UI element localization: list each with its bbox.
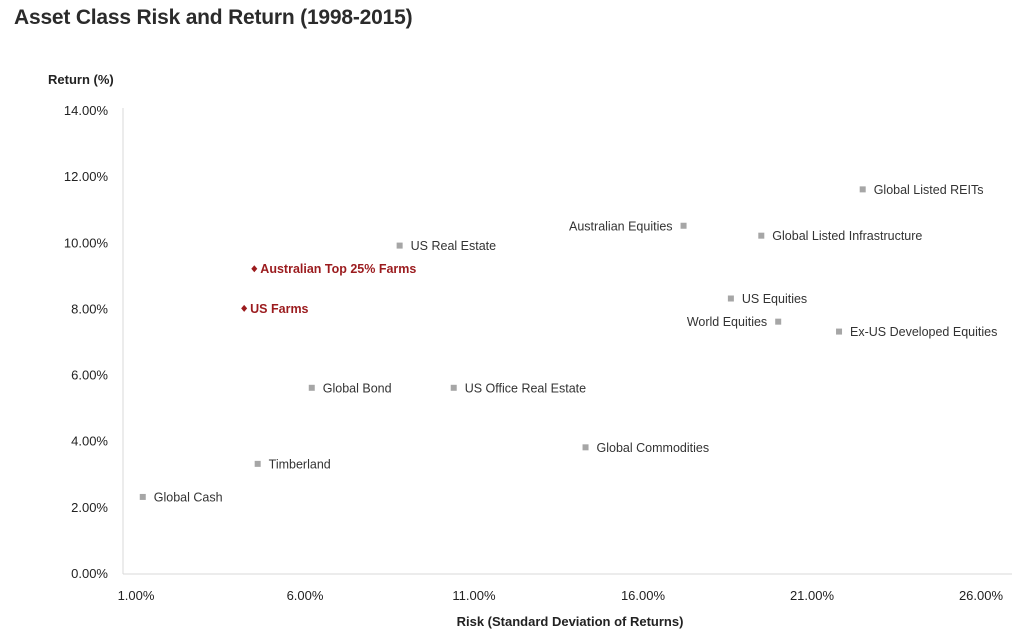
- y-tick-label: 8.00%: [71, 301, 108, 316]
- point-label: Ex-US Developed Equities: [850, 325, 997, 339]
- x-tick-label: 1.00%: [118, 588, 155, 603]
- point-label: Global Commodities: [597, 441, 710, 455]
- point-marker-highlight: [251, 265, 258, 273]
- y-tick-label: 12.00%: [64, 169, 109, 184]
- point-marker-highlight: [241, 304, 248, 312]
- point-label: US Office Real Estate: [465, 381, 586, 395]
- y-axis-label: Return (%): [48, 72, 114, 87]
- point-label: Global Cash: [154, 490, 223, 504]
- point-label: Global Listed REITs: [874, 183, 984, 197]
- point-marker: [308, 384, 315, 391]
- x-axis-label: Risk (Standard Deviation of Returns): [457, 614, 684, 629]
- point-label: US Farms: [250, 302, 308, 316]
- chart-title: Asset Class Risk and Return (1998-2015): [14, 6, 413, 29]
- point-label: Global Bond: [323, 381, 392, 395]
- point-marker: [254, 460, 261, 467]
- x-tick-labels: 1.00% 6.00% 11.00% 16.00% 21.00% 26.00%: [118, 588, 1004, 603]
- point-label: Global Listed Infrastructure: [772, 229, 922, 243]
- y-tick-label: 0.00%: [71, 566, 108, 581]
- y-tick-label: 2.00%: [71, 500, 108, 515]
- point-marker: [727, 295, 734, 302]
- point-label: US Equities: [742, 292, 807, 306]
- point-marker: [859, 186, 866, 193]
- point-marker: [836, 328, 843, 335]
- x-tick-label: 16.00%: [621, 588, 666, 603]
- point-marker: [139, 493, 146, 500]
- data-points: Global Cash Timberland Global Bond US Offic…: [139, 183, 997, 504]
- x-tick-label: 26.00%: [959, 588, 1004, 603]
- point-marker: [758, 232, 765, 239]
- x-tick-label: 11.00%: [452, 588, 496, 603]
- y-tick-label: 4.00%: [71, 434, 108, 449]
- point-marker: [396, 242, 403, 249]
- point-marker: [582, 444, 589, 451]
- point-marker: [680, 222, 687, 229]
- point-label: Australian Top 25% Farms: [260, 262, 416, 276]
- x-tick-label: 21.00%: [790, 588, 835, 603]
- point-label: Australian Equities: [569, 219, 673, 233]
- point-label: World Equities: [687, 315, 767, 329]
- point-label: US Real Estate: [411, 239, 497, 253]
- y-tick-label: 6.00%: [71, 368, 108, 383]
- point-marker: [450, 384, 457, 391]
- point-marker: [775, 318, 782, 325]
- point-label: Timberland: [269, 457, 331, 471]
- y-tick-labels: 0.00% 2.00% 4.00% 6.00% 8.00% 10.00% 12.00% 14.…: [64, 103, 109, 581]
- y-tick-label: 14.00%: [64, 103, 109, 118]
- y-tick-label: 10.00%: [64, 235, 109, 250]
- x-tick-label: 6.00%: [287, 588, 324, 603]
